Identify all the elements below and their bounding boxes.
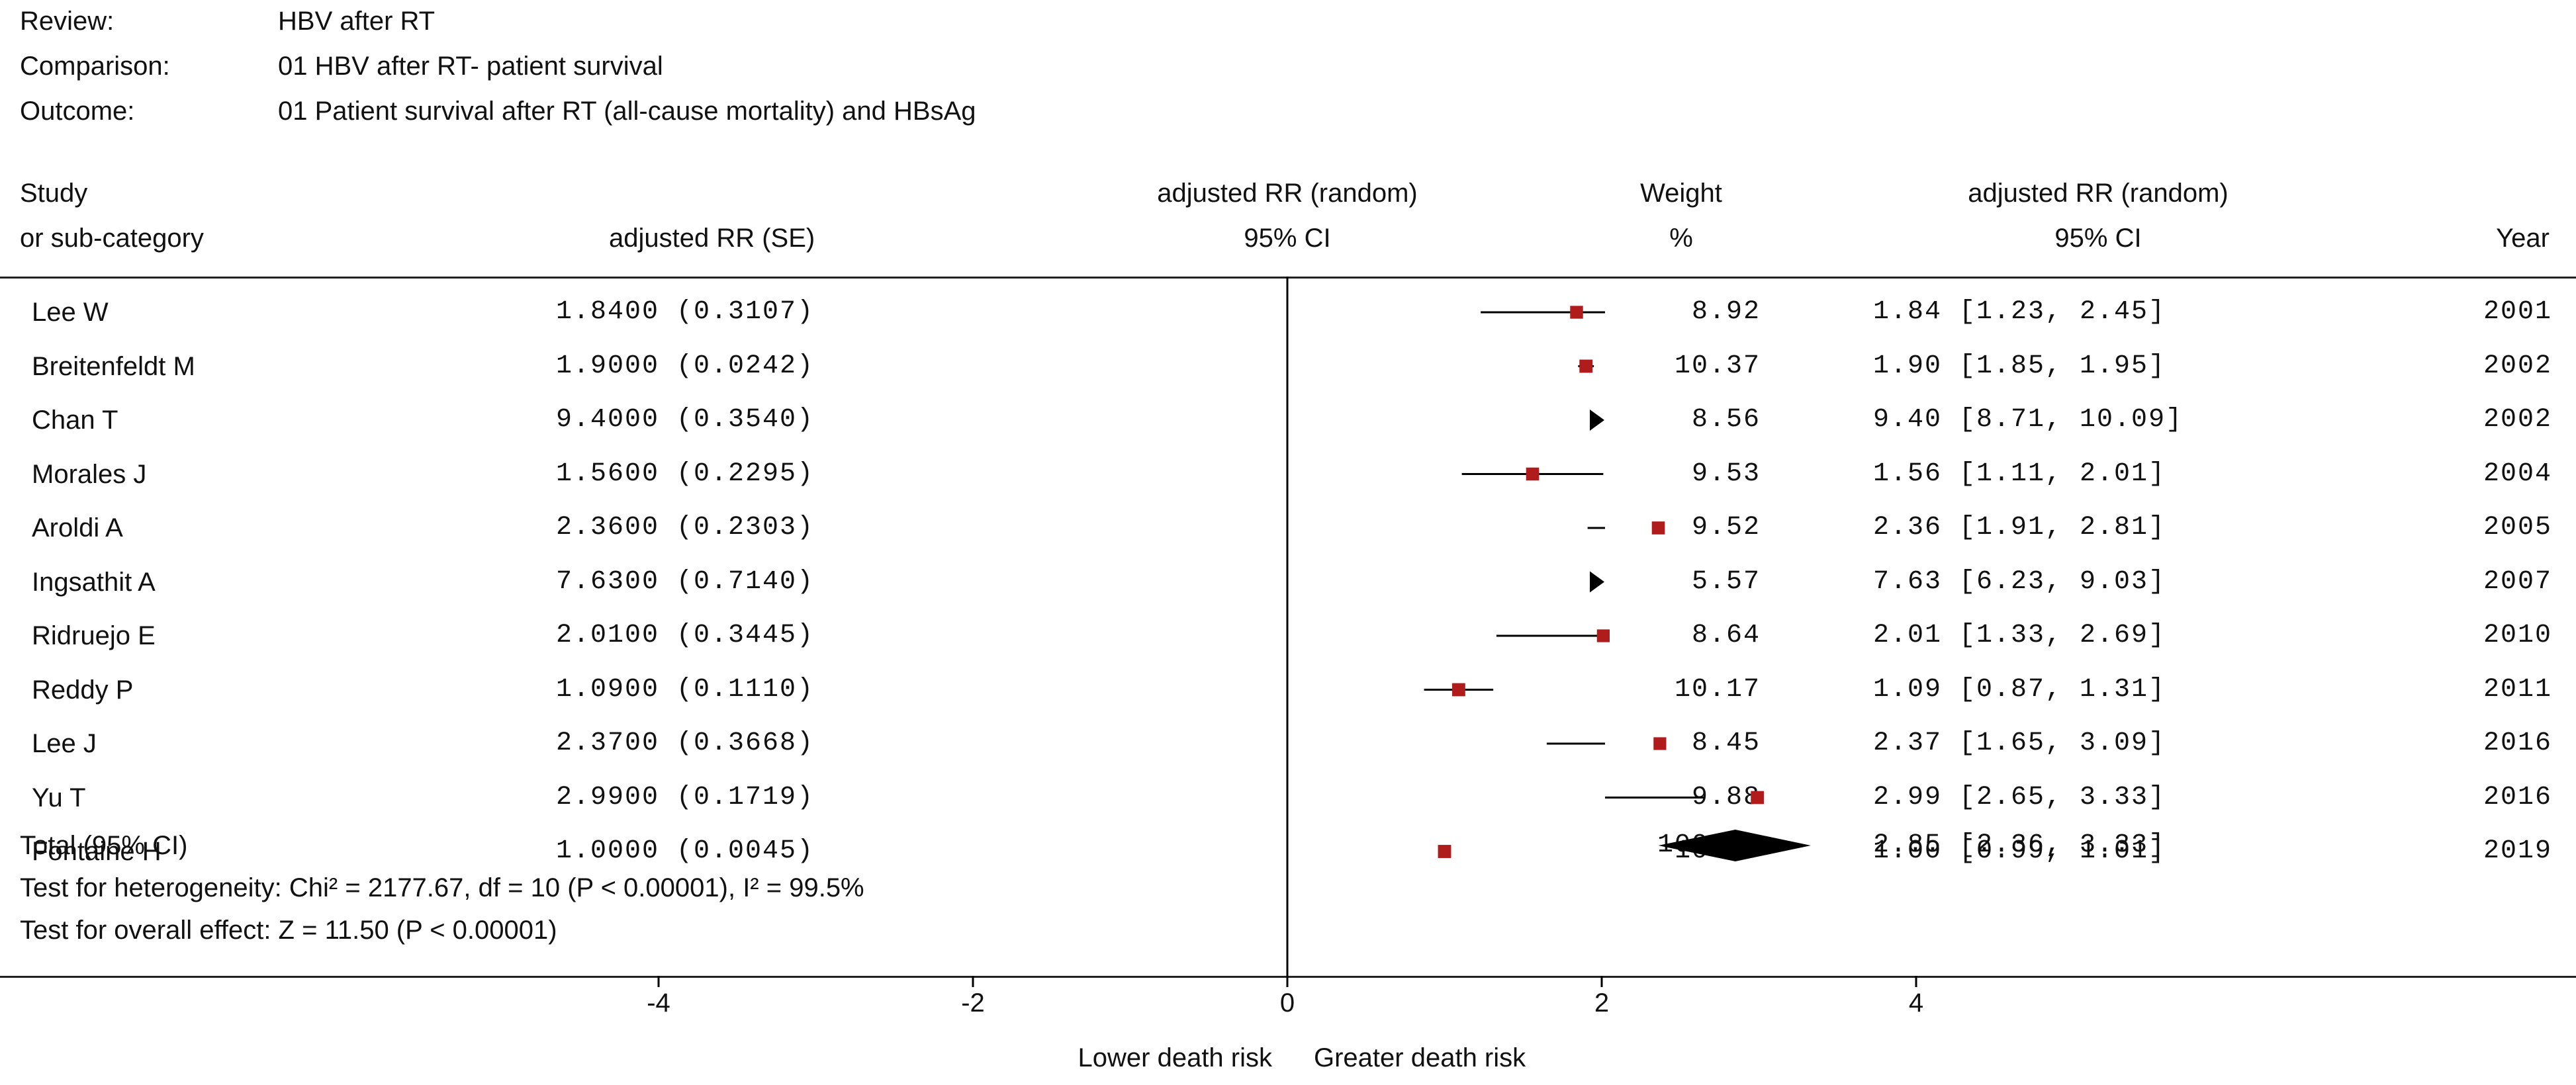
axis-left-label: Lower death risk	[1078, 1043, 1272, 1072]
study-name: Fontaine H	[32, 837, 161, 866]
study-ci: 2.37 [1.65, 3.09]	[1873, 728, 2166, 758]
point-estimate	[1751, 791, 1764, 804]
outcome-label: Outcome:	[20, 97, 135, 126]
total-ci: 2.85 [2.36, 3.33]	[1873, 830, 2166, 860]
study-name: Morales J	[32, 459, 147, 489]
col-year: Year	[2496, 224, 2550, 253]
study-ci: 1.90 [1.85, 1.95]	[1873, 351, 2166, 381]
col-weight-line2: %	[1669, 224, 1693, 253]
axis-tick-label: 0	[1279, 988, 1295, 1018]
review-label: Review:	[20, 7, 115, 36]
comparison-label: Comparison:	[20, 52, 170, 81]
study-rr-se: 2.3700 (0.3668)	[556, 728, 815, 758]
study-year: 2019	[2483, 836, 2552, 866]
point-estimate	[1579, 359, 1593, 373]
study-weight: 9.53	[1691, 458, 1761, 489]
study-weight: 8.64	[1691, 621, 1761, 650]
study-ci: 1.56 [1.11, 2.01]	[1873, 458, 2166, 489]
study-ci: 9.40 [8.71, 10.09]	[1873, 405, 2184, 435]
col-plot-line2: 95% CI	[1244, 224, 1331, 253]
col-rr-se: adjusted RR (SE)	[609, 224, 815, 253]
study-weight: 8.92	[1691, 297, 1761, 327]
study-ci: 7.63 [6.23, 9.03]	[1873, 566, 2166, 597]
study-name: Lee W	[32, 298, 109, 327]
study-name: Breitenfeldt M	[32, 351, 195, 381]
col-weight-line1: Weight	[1640, 179, 1722, 208]
study-weight: 8.56	[1691, 405, 1761, 435]
study-year: 2016	[2483, 728, 2552, 758]
axis-tick-label: 4	[1908, 988, 1924, 1018]
point-estimate	[1438, 845, 1451, 858]
heterogeneity-text: Test for heterogeneity: Chi² = 2177.67, …	[20, 873, 864, 902]
point-estimate	[1570, 306, 1583, 319]
study-rr-se: 1.5600 (0.2295)	[556, 458, 815, 489]
study-weight: 9.52	[1691, 513, 1761, 542]
total-label: Total (95% CI)	[20, 831, 188, 860]
study-year: 2016	[2483, 782, 2552, 812]
point-estimate	[1451, 683, 1465, 697]
col-study-line2: or sub-category	[20, 224, 204, 253]
axis-right-label: Greater death risk	[1314, 1043, 1526, 1072]
study-weight: 8.45	[1691, 728, 1761, 758]
col-ci-line1: adjusted RR (random)	[1968, 179, 2229, 208]
col-study-line1: Study	[20, 179, 88, 208]
study-year: 2011	[2483, 674, 2552, 705]
col-plot-line1: adjusted RR (random)	[1157, 179, 1418, 208]
axis-tick-label: -2	[961, 988, 985, 1018]
review-value: HBV after RT	[278, 7, 436, 36]
study-ci: 1.00 [0.99, 1.01]	[1873, 836, 2166, 866]
study-rr-se: 2.3600 (0.2303)	[556, 513, 815, 542]
study-rr-se: 1.0900 (0.1110)	[556, 674, 815, 705]
point-estimate	[1596, 629, 1610, 642]
study-ci: 2.99 [2.65, 3.33]	[1873, 782, 2166, 812]
study-ci: 1.84 [1.23, 2.45]	[1873, 297, 2166, 327]
study-year: 2010	[2483, 621, 2552, 650]
study-weight: 10.17	[1674, 674, 1761, 705]
comparison-value: 01 HBV after RT- patient survival	[278, 52, 663, 81]
study-weight: 5.57	[1691, 566, 1761, 597]
study-rr-se: 2.9900 (0.1719)	[556, 782, 815, 812]
study-ci: 2.36 [1.91, 2.81]	[1873, 513, 2166, 542]
study-year: 2005	[2483, 513, 2552, 542]
study-ci: 2.01 [1.33, 2.69]	[1873, 621, 2166, 650]
study-rr-se: 1.8400 (0.3107)	[556, 297, 815, 327]
study-rr-se: 2.0100 (0.3445)	[556, 621, 815, 650]
study-ci: 1.09 [0.87, 1.31]	[1873, 674, 2166, 705]
study-year: 2007	[2483, 566, 2552, 597]
axis-tick-label: 2	[1594, 988, 1610, 1018]
study-year: 2002	[2483, 351, 2552, 381]
outcome-value: 01 Patient survival after RT (all-cause …	[278, 97, 976, 126]
study-rr-se: 1.9000 (0.0242)	[556, 351, 815, 381]
axis-tick-label: -4	[647, 988, 670, 1018]
study-rr-se: 9.4000 (0.3540)	[556, 405, 815, 435]
study-name: Ridruejo E	[32, 621, 156, 650]
study-name: Lee J	[32, 729, 97, 758]
overall-effect-text: Test for overall effect: Z = 11.50 (P < …	[20, 916, 557, 945]
point-estimate	[1651, 521, 1665, 535]
pooled-diamond	[1658, 830, 1811, 861]
study-name: Ingsathit A	[32, 567, 156, 597]
study-year: 2001	[2483, 297, 2552, 327]
study-name: Aroldi A	[32, 513, 123, 542]
col-ci-line2: 95% CI	[2054, 224, 2142, 253]
study-year: 2002	[2483, 405, 2552, 435]
offscale-arrow	[1590, 571, 1604, 593]
point-estimate	[1526, 467, 1540, 481]
study-name: Yu T	[32, 783, 86, 812]
point-estimate	[1653, 737, 1667, 750]
study-rr-se: 1.0000 (0.0045)	[556, 836, 815, 866]
study-rr-se: 7.6300 (0.7140)	[556, 566, 815, 597]
offscale-arrow	[1590, 410, 1604, 431]
study-name: Chan T	[32, 406, 118, 435]
study-year: 2004	[2483, 458, 2552, 489]
study-name: Reddy P	[32, 675, 134, 705]
study-weight: 10.37	[1674, 351, 1761, 381]
